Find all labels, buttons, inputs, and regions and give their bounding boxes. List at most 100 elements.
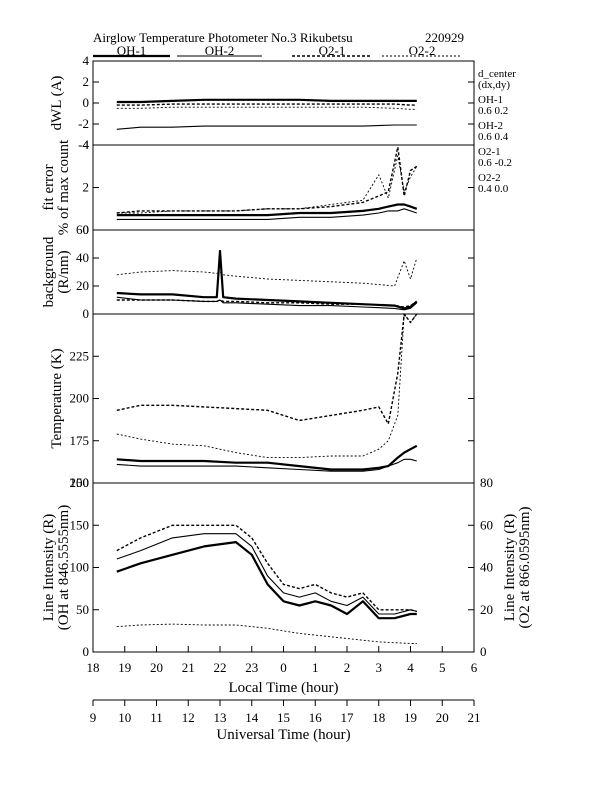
series-line-oh-1	[116, 98, 417, 104]
x-tick-label-local: 20	[150, 660, 163, 675]
x-tick-label-local: 5	[439, 660, 446, 675]
y-axis-title: fit error	[41, 164, 57, 210]
series-line-oh-1	[116, 540, 417, 620]
y-axis-title: background	[41, 236, 57, 307]
side-annotations: d_center (dx,dy) OH-1 0.6 0.2 OH-2 0.6 0…	[478, 68, 516, 195]
panel-temperature: 225 200 175 150 Temperature (K)	[49, 313, 475, 490]
series-line-o2-1	[116, 524, 417, 613]
y-axis-title-right: Line Intensity (R)	[502, 514, 518, 621]
x-tick-label-universal: 21	[468, 710, 481, 725]
x-tick-label-universal: 14	[245, 710, 259, 725]
side-label-o21-name: O2-1	[478, 146, 501, 158]
panel-background: 60 40 20 0 background (R/nm)	[41, 222, 475, 321]
side-label-oh1-val: 0.6 0.2	[478, 105, 508, 117]
y-tick-label: 40	[76, 250, 89, 265]
x-tick-label-local: 21	[182, 660, 195, 675]
side-label-oh2-val: 0.6 0.4	[478, 131, 509, 143]
x-tick-label-local: 22	[214, 660, 227, 675]
y-tick-label: 0	[83, 644, 90, 659]
y-tick-label: 200	[70, 391, 90, 406]
y-tick-label-right: 40	[480, 560, 493, 575]
x-axis-title-local: Local Time (hour)	[229, 680, 339, 696]
y-tick-label: 50	[76, 602, 89, 617]
y-tick-label: 4	[83, 137, 90, 152]
y-axis-title: dWL (A)	[49, 76, 65, 131]
series-line-o2-2	[116, 106, 417, 110]
panel-frame	[92, 60, 475, 146]
x-tick-label-universal: 15	[277, 710, 290, 725]
x-tick-label-universal: 20	[436, 710, 449, 725]
side-label-oh2-name: OH-2	[478, 120, 503, 132]
side-label-o22-name: O2-2	[478, 172, 501, 184]
series-line-o2-2	[116, 623, 417, 644]
y-tick-label: 150	[70, 475, 90, 490]
y-tick-label-right: 20	[480, 602, 493, 617]
x-tick-label-universal: 11	[150, 710, 163, 725]
side-label-dxdy: (dx,dy)	[478, 79, 510, 91]
y-tick-label: 225	[70, 348, 90, 363]
legend-label-oh-2: OH-2	[205, 43, 235, 58]
y-tick-label-right: 80	[480, 475, 493, 490]
x-tick-label-local: 23	[245, 660, 258, 675]
y-tick-label: 2	[83, 74, 90, 89]
y-axis-title: Line Intensity (R)	[41, 514, 57, 621]
chart-date: 220929	[425, 30, 464, 45]
y-axis-subtitle: (R/nm)	[56, 250, 72, 293]
panel-frame	[92, 482, 475, 653]
series-line-oh-2	[116, 124, 417, 130]
y-tick-label: 100	[70, 560, 90, 575]
panel-frame	[92, 144, 475, 231]
y-tick-label-right: 0	[480, 644, 487, 659]
series-line-oh-1	[116, 249, 418, 310]
y-tick-label: 150	[70, 517, 90, 532]
y-axis-subtitle-right: (O2 at 866.0595nm)	[517, 506, 533, 628]
side-label-oh1-name: OH-1	[478, 94, 503, 106]
y-tick-label: -4	[78, 137, 89, 152]
x-tick-label-universal: 17	[341, 710, 355, 725]
x-tick-label-local: 0	[280, 660, 287, 675]
x-tick-label-universal: 9	[90, 710, 97, 725]
y-tick-label: 175	[70, 433, 90, 448]
x-tick-label-local: 1	[312, 660, 319, 675]
x-tick-label-universal: 13	[214, 710, 227, 725]
y-tick-label: 2	[83, 180, 90, 195]
legend-label-oh-1: OH-1	[117, 43, 147, 58]
y-tick-label: 4	[83, 53, 90, 68]
y-tick-label: 20	[76, 278, 89, 293]
x-tick-label-universal: 10	[118, 710, 131, 725]
series-line-oh-1	[116, 444, 418, 471]
x-tick-label-universal: 18	[372, 710, 385, 725]
chart-title: Airglow Temperature Photometer No.3 Riku…	[93, 30, 353, 45]
series-line-o2-2	[116, 155, 418, 214]
panel-dwl: 4 2 0 -2 -4 dWL (A)	[49, 53, 475, 152]
legend-label-o2-1: O2-1	[319, 43, 346, 58]
x-tick-label-universal: 19	[404, 710, 417, 725]
y-axis-subtitle: % of max count	[56, 139, 72, 235]
y-tick-label: 200	[70, 475, 90, 490]
side-label-o22-val: 0.4 0.0	[478, 183, 509, 195]
series-line-oh-1	[116, 203, 418, 217]
y-axis-title: Temperature (K)	[49, 348, 65, 448]
series-line-oh-2	[116, 533, 417, 615]
y-tick-label: 0	[83, 222, 90, 237]
series-line-o2-1	[116, 103, 417, 106]
side-label-o21-val: 0.6 -0.2	[478, 157, 512, 169]
x-axis-title-universal: Universal Time (hour)	[216, 727, 350, 743]
series-line-oh-2	[116, 458, 417, 472]
y-tick-label: 60	[76, 222, 89, 237]
panel-fit-error: 4 2 0 fit error% of max count	[41, 137, 475, 237]
series-line-oh-2	[116, 208, 417, 220]
y-tick-label: 0	[83, 95, 90, 110]
y-tick-label-right: 60	[480, 517, 493, 532]
series-line-o2-1	[116, 146, 418, 214]
y-tick-label: -2	[78, 116, 89, 131]
x-tick-label-local: 2	[344, 660, 351, 675]
y-axis-subtitle: (OH at 846.5555nm)	[56, 505, 72, 630]
series-line-o2-2	[116, 257, 418, 287]
x-tick-label-universal: 12	[182, 710, 195, 725]
series-line-o2-1	[116, 299, 418, 308]
series-line-o2-1	[116, 313, 418, 425]
